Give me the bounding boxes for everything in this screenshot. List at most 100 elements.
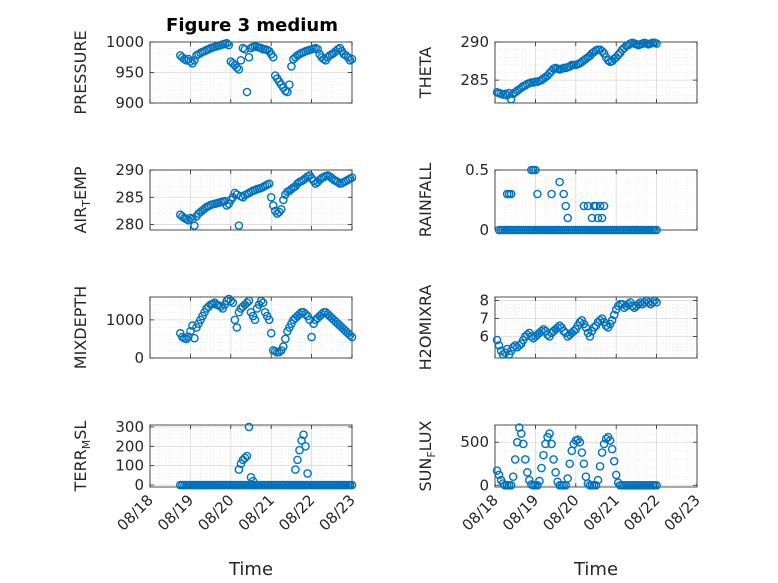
y-tick-label: 0 [134,349,144,367]
data-point [628,301,637,311]
data-point [345,330,355,340]
data-point [539,324,548,334]
data-point [613,50,623,60]
x-axis-label: Time [228,559,273,580]
y-tick-label: 200 [115,437,144,455]
data-point [636,298,645,307]
y-axis-label: THETA [416,47,435,99]
y-tick-label: 290 [460,33,489,51]
data-point [537,326,546,336]
data-point [605,436,615,445]
data-point [313,45,322,54]
data-point [242,298,252,308]
gridlines [149,169,353,231]
subplot-theta: 285 290 THETA [416,33,698,104]
data-point [244,296,254,306]
data-point [236,56,246,65]
data-point [303,469,312,478]
y-tick-label: 300 [115,418,144,436]
data-point [535,476,544,486]
y-axis-label: H2OMIXRA [416,285,435,371]
subplot-rainfall: 0 0.5 RAINFALL [416,161,698,239]
data-point [307,332,316,342]
data-point [537,463,546,473]
x-tick-label: 08/20 [194,491,237,534]
data-point [650,296,659,305]
data-point [607,444,617,454]
data-point [274,347,284,357]
data-point [555,321,564,331]
x-tick-label: 08/23 [661,491,704,534]
data-point [613,301,623,311]
data-point [624,299,633,309]
data-point [559,326,568,336]
y-tick-label: 100 [115,457,144,475]
y-tick-label: 1000 [106,33,144,51]
series-sun-flux [492,423,661,490]
x-tick-label: 08/19 [499,491,542,534]
subplot-h2omixra: 678 H2OMIXRA [416,285,698,371]
data-point [502,344,512,354]
data-point [232,323,242,332]
data-point [506,94,516,104]
axes-box [149,169,353,231]
series-pressure [175,38,357,97]
x-tick-label: 08/22 [620,491,663,534]
data-point [521,455,530,464]
data-point [523,468,532,477]
data-point [333,177,343,187]
data-point [347,480,357,490]
data-point [291,465,300,474]
data-point [347,54,357,64]
y-tick-label: 0 [479,221,489,239]
data-point [494,470,504,480]
data-point [510,455,520,464]
data-point [587,213,597,223]
data-point [525,475,534,485]
data-point [607,316,617,325]
data-point [514,341,524,350]
data-point [597,213,607,223]
data-point [559,189,568,199]
data-point [599,201,609,211]
x-tick-label: 08/20 [539,491,582,534]
data-point [256,296,266,306]
y-tick-label: 900 [115,94,144,112]
subplot-air-temp: 280 285 290 AIRTEMP [71,161,357,234]
data-point [276,204,286,214]
data-point [565,62,575,71]
y-tick-label: 500 [460,433,489,451]
data-point [603,56,613,65]
data-point [648,298,657,307]
gridlines [149,296,353,359]
gridlines [494,296,698,359]
x-tick-label: 08/21 [235,491,278,534]
data-point [518,439,528,449]
data-point [563,213,573,223]
data-point [279,342,288,351]
data-point [266,192,276,202]
y-tick-label: 285 [460,71,489,89]
data-point [595,201,605,211]
data-point [549,455,558,464]
data-point [593,213,603,223]
y-tick-label: 0 [479,476,489,494]
data-point [240,45,250,54]
data-point [551,468,560,477]
data-point [240,453,250,463]
data-point [569,326,579,336]
data-point [299,430,308,439]
y-tick-label: 8 [479,292,489,310]
y-axis-label: AIRTEMP [71,166,93,233]
data-point [184,215,193,225]
data-point [563,474,573,483]
data-point [190,333,199,343]
data-point [585,332,595,341]
axes-box [149,424,353,488]
y-tick-label: 7 [479,310,489,328]
data-point [531,165,540,175]
data-point [266,328,276,338]
data-point [591,201,601,211]
data-point [652,480,661,490]
